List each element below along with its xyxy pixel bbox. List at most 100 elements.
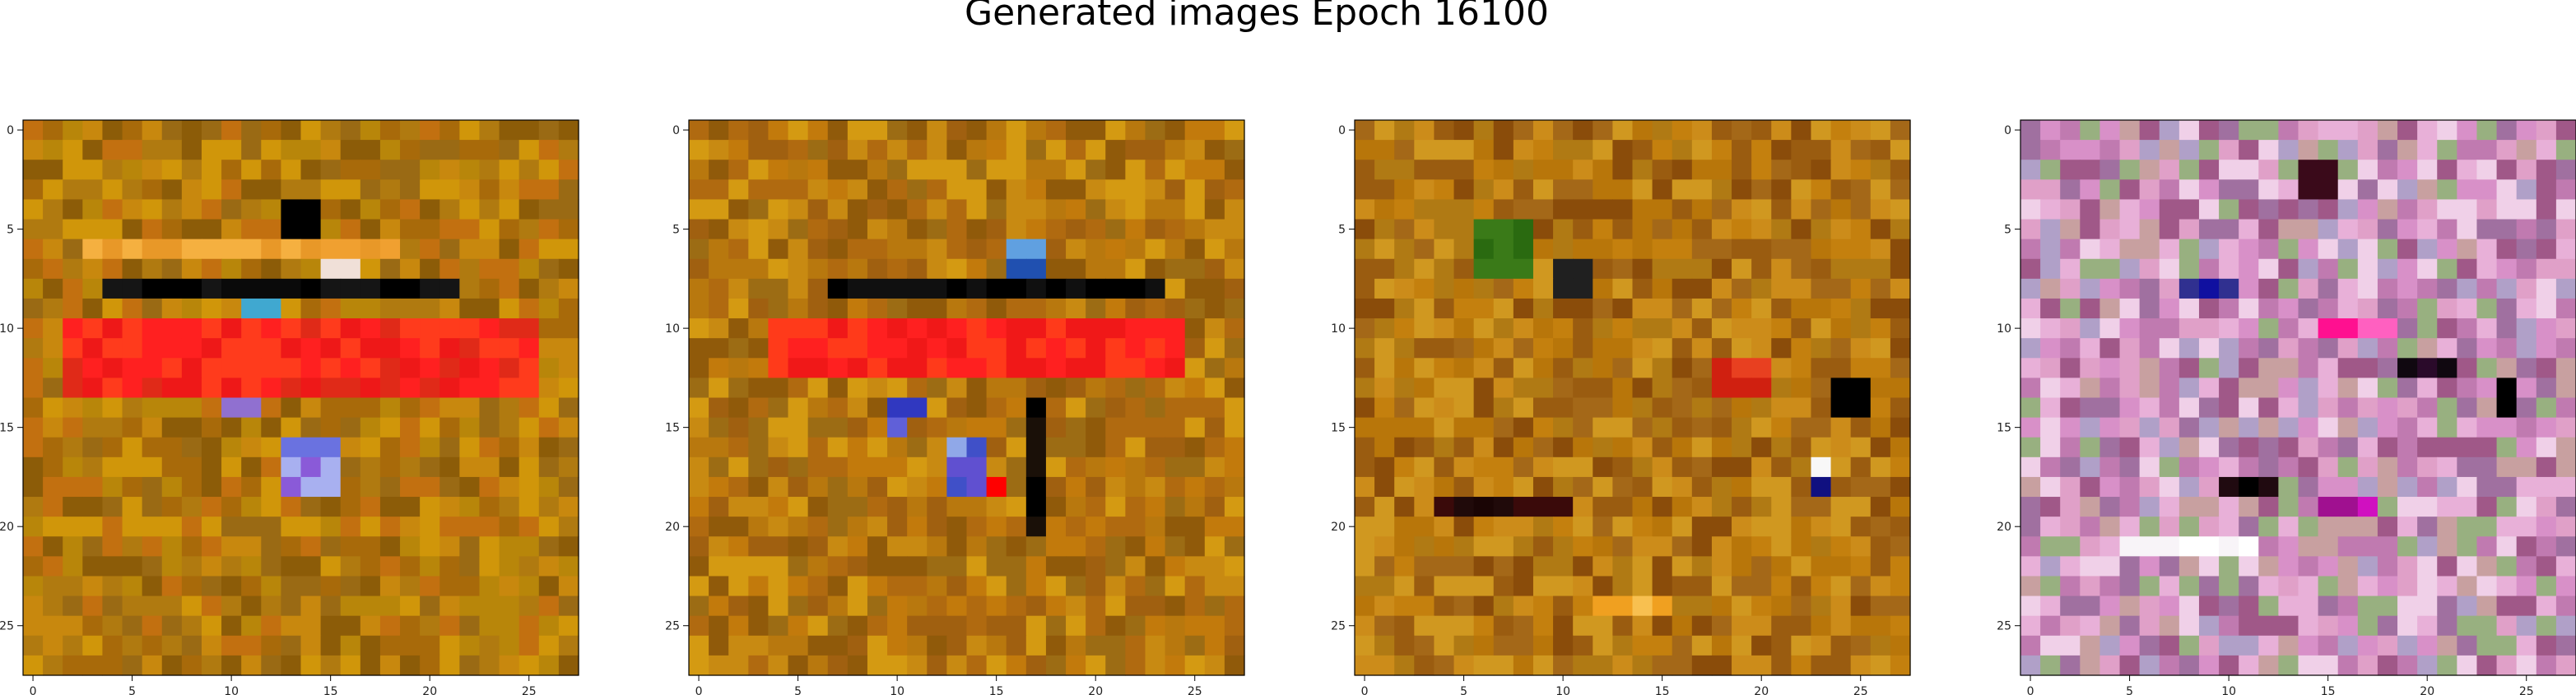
- pixel: [1165, 595, 1186, 617]
- pixel: [1672, 179, 1693, 201]
- pixel: [102, 219, 123, 240]
- pixel: [2457, 497, 2478, 517]
- pixel: [1513, 298, 1534, 319]
- pixel: [1732, 378, 1752, 399]
- pixel: [986, 437, 1007, 458]
- pixel: [867, 298, 888, 319]
- pixel: [1355, 615, 1375, 637]
- pixel: [43, 219, 63, 240]
- pixel: [807, 239, 829, 260]
- pixel: [241, 417, 262, 438]
- pixel: [1711, 497, 1732, 517]
- pixel: [2278, 179, 2299, 201]
- pixel: [102, 615, 123, 637]
- pixel: [2099, 318, 2121, 339]
- pixel: [807, 199, 829, 220]
- pixel: [1691, 576, 1713, 597]
- pixel: [2457, 358, 2478, 378]
- pixel: [1870, 397, 1891, 419]
- pixel: [1125, 655, 1146, 676]
- pixel: [2337, 576, 2359, 597]
- pixel: [689, 358, 709, 378]
- pixel: [867, 397, 888, 419]
- pixel: [2020, 338, 2041, 359]
- pixel: [2516, 278, 2537, 299]
- pixel: [2496, 635, 2518, 656]
- pixel: [1066, 456, 1086, 478]
- pixel: [518, 160, 540, 180]
- pixel: [1086, 239, 1106, 260]
- pixel: [221, 298, 242, 319]
- pixel: [827, 476, 849, 498]
- pixel: [300, 595, 322, 617]
- pixel: [2536, 160, 2557, 180]
- pixel: [420, 298, 440, 319]
- pixel: [1870, 258, 1891, 280]
- pixel: [439, 219, 460, 240]
- pixel: [788, 576, 809, 597]
- pixel: [1612, 338, 1634, 359]
- pixel: [360, 378, 381, 399]
- pixel: [2258, 219, 2279, 240]
- pixel: [122, 318, 143, 339]
- pixel: [907, 318, 928, 339]
- pixel: [1612, 437, 1634, 458]
- pixel: [728, 219, 749, 240]
- pixel: [221, 258, 242, 280]
- pixel: [2357, 199, 2378, 220]
- pixel: [1414, 655, 1435, 676]
- pixel: [1850, 239, 1872, 260]
- pixel: [867, 556, 888, 577]
- pixel: [807, 517, 829, 537]
- pixel: [1224, 140, 1245, 160]
- pixel: [1394, 397, 1415, 419]
- pixel: [1105, 199, 1126, 220]
- pixel: [1732, 615, 1752, 637]
- pixel: [558, 258, 579, 280]
- pixel: [340, 556, 361, 577]
- pixel: [1045, 358, 1067, 378]
- pixel: [2278, 120, 2299, 141]
- pixel: [887, 635, 908, 656]
- pixel: [2219, 635, 2239, 656]
- pixel: [1473, 179, 1495, 201]
- axes-frame: [22, 119, 579, 676]
- pixel: [1086, 318, 1106, 339]
- pixel: [2457, 378, 2478, 399]
- pixel: [2278, 358, 2299, 378]
- pixel: [1453, 298, 1475, 319]
- pixel: [1473, 417, 1495, 438]
- x-tick-label: 15: [323, 685, 338, 695]
- pixel: [2417, 456, 2438, 478]
- pixel: [142, 120, 163, 141]
- pixel: [241, 595, 262, 617]
- pixel: [1125, 595, 1146, 617]
- pixel: [1691, 120, 1713, 141]
- pixel: [1711, 160, 1732, 180]
- pixel: [379, 120, 401, 141]
- pixel: [161, 635, 183, 656]
- pixel: [2258, 179, 2279, 201]
- pixel: [82, 517, 104, 537]
- pixel: [2318, 120, 2339, 141]
- pixel: [827, 199, 849, 220]
- pixel: [1086, 437, 1106, 458]
- pixel: [2496, 556, 2518, 577]
- pixel: [887, 358, 908, 378]
- pixel: [281, 378, 302, 399]
- pixel: [439, 278, 460, 299]
- pixel: [2476, 140, 2498, 160]
- pixel: [1125, 497, 1146, 517]
- pixel: [1632, 258, 1653, 280]
- pixel: [709, 655, 729, 676]
- pixel: [1672, 437, 1693, 458]
- pixel: [2397, 179, 2418, 201]
- pixel: [1086, 417, 1106, 438]
- pixel: [538, 476, 560, 498]
- pixel: [2198, 635, 2220, 656]
- pixel: [1105, 397, 1126, 419]
- pixel: [518, 298, 540, 319]
- pixel: [2476, 298, 2498, 319]
- pixel: [2040, 497, 2061, 517]
